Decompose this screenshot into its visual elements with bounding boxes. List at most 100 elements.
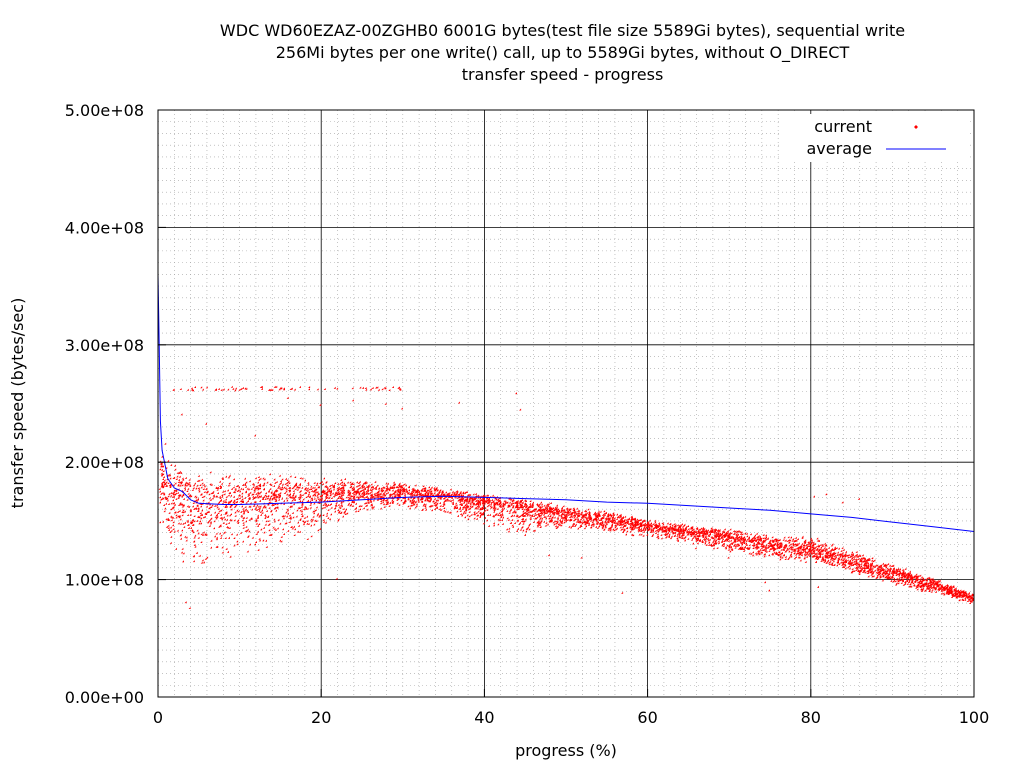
current-point	[206, 556, 209, 559]
current-point	[825, 544, 828, 547]
current-point	[943, 588, 946, 591]
current-point	[279, 494, 282, 497]
current-point	[229, 505, 232, 508]
current-point	[265, 539, 268, 542]
current-point	[223, 493, 226, 496]
current-point	[573, 513, 576, 516]
current-point	[569, 519, 572, 522]
current-point	[615, 517, 618, 520]
current-point	[844, 555, 847, 558]
current-point	[332, 484, 335, 487]
current-point	[662, 523, 665, 526]
current-point	[578, 521, 581, 524]
current-point	[455, 492, 458, 495]
current-point	[394, 490, 397, 493]
current-point	[340, 484, 343, 487]
current-point	[193, 544, 196, 547]
current-point	[288, 482, 291, 485]
current-point	[566, 511, 569, 514]
current-point	[841, 546, 844, 549]
current-point	[397, 487, 400, 490]
current-point	[188, 478, 191, 481]
current-point	[194, 507, 197, 510]
current-point	[948, 592, 951, 595]
current-point	[683, 539, 686, 542]
current-point	[696, 531, 699, 534]
current-point	[288, 514, 291, 517]
current-point	[340, 511, 343, 514]
current-point	[554, 511, 557, 514]
current-point	[362, 492, 365, 495]
current-point	[237, 521, 240, 524]
current-point	[200, 561, 203, 564]
current-point	[175, 497, 178, 500]
current-point	[280, 497, 283, 500]
current-point	[264, 494, 267, 497]
current-point	[396, 493, 399, 496]
current-point	[780, 542, 783, 545]
current-point	[852, 555, 855, 558]
current-point	[399, 492, 402, 495]
current-point	[178, 478, 181, 481]
current-point	[677, 530, 680, 533]
current-point	[878, 570, 881, 573]
current-point	[931, 586, 934, 589]
current-point	[202, 499, 205, 502]
current-point	[162, 520, 165, 523]
current-point	[187, 487, 190, 490]
current-point	[468, 498, 471, 501]
current-point	[490, 506, 493, 509]
current-point	[235, 533, 238, 536]
current-point	[954, 587, 957, 590]
current-point	[326, 487, 329, 490]
current-point	[261, 497, 264, 500]
current-point	[397, 497, 400, 500]
current-point	[317, 485, 320, 488]
current-point	[594, 513, 597, 516]
current-point	[416, 492, 419, 495]
current-point	[173, 503, 176, 506]
current-point	[234, 514, 237, 517]
current-point	[329, 493, 332, 496]
current-point	[654, 532, 657, 535]
current-point	[280, 540, 283, 543]
current-point	[264, 515, 267, 518]
current-point	[388, 488, 391, 491]
current-point	[839, 561, 842, 564]
current-point	[591, 521, 594, 524]
current-point	[386, 491, 389, 494]
current-point	[465, 505, 468, 508]
current-point	[548, 510, 551, 513]
current-point	[370, 483, 373, 486]
current-point	[210, 546, 213, 549]
current-point	[244, 505, 247, 508]
current-point	[537, 505, 540, 508]
current-point	[672, 532, 675, 535]
current-point	[568, 516, 571, 519]
current-point	[227, 550, 230, 553]
current-point	[782, 548, 785, 551]
current-point	[326, 490, 329, 493]
current-point	[642, 528, 645, 531]
current-point	[745, 539, 748, 542]
current-point	[943, 593, 946, 596]
current-point	[174, 492, 177, 495]
current-point	[519, 528, 522, 531]
current-point	[230, 494, 233, 497]
current-point	[891, 575, 894, 578]
current-point	[284, 477, 287, 480]
current-point	[789, 539, 792, 542]
current-point	[427, 492, 430, 495]
current-point	[497, 518, 500, 521]
current-point	[654, 519, 657, 522]
current-point	[373, 492, 376, 495]
current-point	[787, 557, 790, 560]
current-point	[775, 538, 778, 541]
current-point	[519, 503, 522, 506]
current-point	[676, 534, 679, 537]
current-point	[798, 556, 801, 559]
current-point	[428, 486, 431, 489]
current-point	[885, 574, 888, 577]
current-point	[734, 530, 737, 533]
current-point	[740, 538, 743, 541]
